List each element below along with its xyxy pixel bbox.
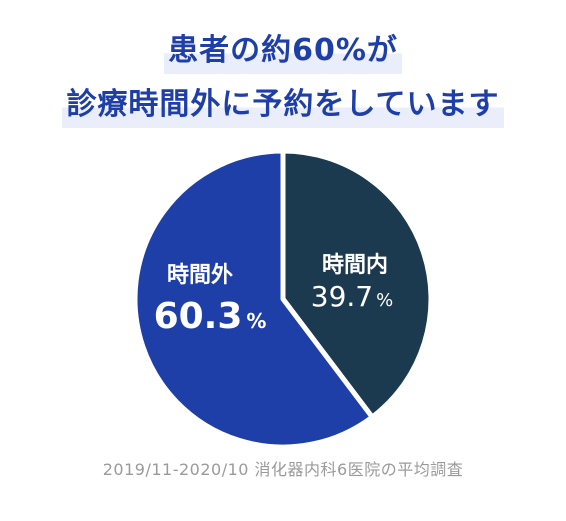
slice-value-inside-hours-unit: % [376,290,393,311]
chart-title-text-2: 診療時間外に予約をしています [62,82,504,128]
slice-label-outside-hours: 時間外 [167,262,233,288]
slice-value-inside-hours: 39.7% [311,280,393,313]
pie-labels: 時間内 39.7% 時間外 60.3% [154,253,394,337]
chart-title-line-1: 患者の約60%が [0,28,566,74]
slice-label-inside-hours: 時間内 [322,253,388,278]
chart-title-line-2: 診療時間外に予約をしています [0,82,566,128]
slice-inside-hours [280,148,434,420]
slice-outside-hours [132,148,375,450]
slice-value-outside-hours: 60.3% [154,296,267,337]
chart-title-text-1: 患者の約60%が [164,28,402,74]
footnote: 2019/11-2020/10 消化器内科6医院の平均調査 [102,460,464,479]
pie-slices [132,148,434,450]
slice-value-outside-hours-number: 60.3 [154,296,243,337]
slice-value-inside-hours-number: 39.7 [311,280,373,313]
slice-value-outside-hours-unit: % [246,309,266,333]
